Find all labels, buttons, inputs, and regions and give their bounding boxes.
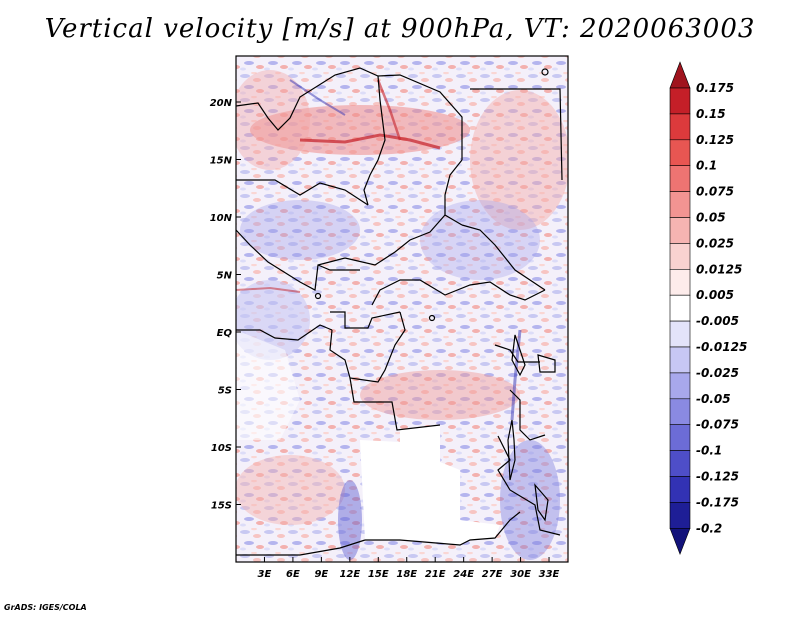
- colorbar-label: 0.005: [696, 288, 734, 302]
- lon-tick-label: 9E: [314, 569, 328, 580]
- colorbar-label: 0.025: [696, 236, 734, 250]
- lat-tick-label: 5S: [218, 386, 232, 397]
- colorbar-label: -0.075: [696, 418, 739, 432]
- colorbar-segment: [669, 476, 691, 503]
- lon-tick-label: 27E: [482, 569, 503, 580]
- colorbar-label: 0.15: [696, 107, 726, 121]
- lat-tick-label: 20N: [210, 98, 233, 109]
- colorbar-label: -0.2: [696, 521, 722, 535]
- colorbar-label: 0.175: [696, 81, 734, 95]
- map-frame: [235, 55, 569, 563]
- colorbar-label: 0.05: [696, 211, 726, 225]
- colorbar-segment: [669, 87, 691, 115]
- colorbar-segment: [669, 450, 691, 477]
- boundaries: [235, 67, 563, 556]
- colorbar-segment: [669, 294, 691, 322]
- colorbar-label: -0.0125: [696, 340, 747, 354]
- colorbar-segment: [669, 424, 691, 451]
- velocity-field: [236, 56, 568, 562]
- colorbar-segment: [669, 139, 691, 167]
- colorbar-segment: [669, 346, 691, 374]
- colorbar-segment: [669, 502, 691, 529]
- lon-tick-label: 15E: [368, 569, 389, 580]
- colorbar-segment: [669, 243, 691, 270]
- colorbar-segment: [669, 61, 691, 89]
- lat-tick-label: 15N: [210, 156, 233, 167]
- colorbar-label: -0.1: [696, 444, 722, 458]
- lon-tick-label: 21E: [425, 569, 446, 580]
- colorbar-label: 0.1: [696, 159, 717, 173]
- colorbar-label: 0.075: [696, 185, 734, 199]
- lat-tick-label: 5N: [217, 271, 233, 282]
- colorbar-segment: [669, 191, 691, 218]
- lon-tick-label: 12E: [339, 569, 360, 580]
- colorbar-segment: [669, 165, 691, 192]
- colorbar-segment: [669, 527, 691, 556]
- axis-ticks: 3E 6E 9E 12E 15E 18E 21E 24E 27E 30E 33E 20N 15N 10N 5…: [210, 98, 560, 580]
- colorbar-segment: [669, 113, 691, 141]
- colorbar-label: -0.175: [696, 495, 739, 509]
- lon-tick-label: 30E: [510, 569, 531, 580]
- lon-tick-label: 6E: [286, 569, 300, 580]
- colorbar-segment: [669, 372, 691, 400]
- lat-tick-label: EQ: [217, 328, 233, 339]
- colorbar-label: -0.005: [696, 314, 739, 328]
- lon-tick-label: 24E: [453, 569, 474, 580]
- colorbar-segment: [669, 398, 691, 425]
- map-title: Vertical velocity [m/s] at 900hPa, VT: 2…: [44, 14, 756, 44]
- credit-text: GrADS: IGES/COLA: [4, 603, 87, 612]
- lon-tick-label: 3E: [258, 569, 272, 580]
- lat-tick-label: 15S: [211, 501, 232, 512]
- colorbar-segment: [669, 320, 691, 348]
- lat-tick-label: 10N: [210, 213, 233, 224]
- lon-tick-label: 18E: [396, 569, 417, 580]
- colorbar-label: -0.05: [696, 392, 731, 406]
- colorbar-segment: [669, 217, 691, 244]
- colorbar-label: -0.125: [696, 470, 739, 484]
- lon-tick-label: 33E: [539, 569, 560, 580]
- colorbar: 0.175 0.15 0.125 0.1 0.075 0.05 0.025 0.0125 0.0…: [669, 61, 747, 556]
- lat-tick-label: 10S: [211, 443, 232, 454]
- colorbar-segment: [669, 268, 691, 296]
- colorbar-label: 0.0125: [696, 262, 742, 276]
- colorbar-label: -0.025: [696, 366, 739, 380]
- colorbar-label: 0.125: [696, 133, 734, 147]
